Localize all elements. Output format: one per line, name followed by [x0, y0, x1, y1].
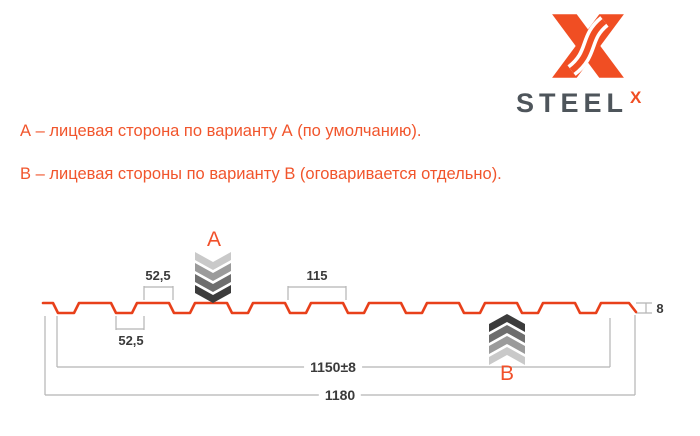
variant-a-chevrons — [195, 252, 231, 303]
chevron-down-icon — [195, 252, 231, 270]
logo: STEEL X — [500, 14, 690, 117]
chevron-up-icon — [489, 325, 525, 343]
dim-groove-value: 52,5 — [118, 333, 144, 348]
logo-wordmark: STEEL X — [516, 84, 690, 117]
dim-top-flat-value: 52,5 — [145, 268, 171, 283]
logo-s-curve — [569, 18, 607, 74]
chevron-up-icon — [489, 314, 525, 332]
dim-height-value: 8 — [656, 301, 664, 316]
dim-pitch-value: 115 — [306, 268, 328, 283]
chevron-down-icon — [195, 263, 231, 281]
variant-a-label: A — [206, 228, 222, 251]
variant-a-description: А – лицевая сторона по варианту А (по ум… — [20, 122, 422, 140]
dim-height-ticks — [636, 302, 652, 314]
steel-x-logo-icon — [552, 14, 624, 78]
sheet-profile-line — [41, 301, 638, 315]
right-extension-lines — [609, 315, 636, 395]
dim-full-width-value: 1180 — [318, 387, 362, 403]
chevron-up-icon — [489, 336, 525, 354]
dim-top-flat-bracket — [143, 286, 174, 300]
variant-b-description: В – лицевая стороны по варианту В (огова… — [20, 165, 502, 183]
chevron-down-icon — [195, 274, 231, 292]
left-extension-lines — [44, 316, 58, 395]
dim-working-width-value: 1150±8 — [304, 359, 362, 375]
variant-b-label: B — [499, 362, 515, 385]
logo-x-superscript: X — [630, 88, 642, 107]
chevron-up-icon — [489, 347, 525, 365]
dim-pitch-bracket — [287, 286, 347, 300]
logo-wordmark-text: STEEL — [516, 88, 629, 118]
chevron-down-icon — [195, 285, 231, 303]
dim-groove-bracket — [115, 316, 145, 330]
variant-b-chevrons — [489, 314, 525, 365]
